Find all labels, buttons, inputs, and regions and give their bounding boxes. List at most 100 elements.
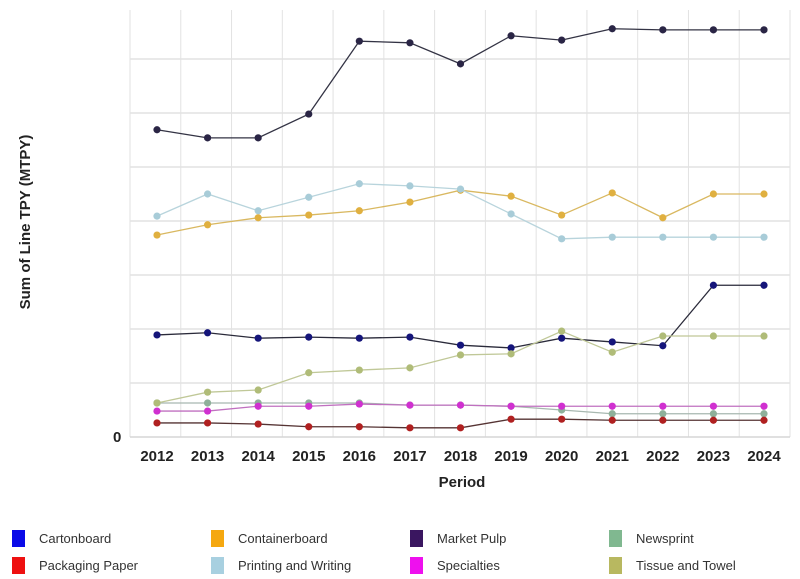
data-point: [254, 134, 262, 142]
data-point: [153, 331, 161, 339]
gridlines: [129, 10, 791, 438]
data-point: [305, 211, 313, 219]
data-point: [507, 210, 515, 218]
series-tissue-and-towel: [153, 327, 768, 407]
legend-swatch: [609, 557, 622, 574]
data-point: [456, 351, 465, 359]
data-point: [203, 407, 212, 415]
legend-swatch: [410, 530, 423, 547]
data-point: [507, 350, 515, 358]
legend-swatch: [211, 557, 224, 574]
data-point: [760, 233, 768, 241]
data-point: [558, 402, 566, 410]
data-point: [709, 410, 718, 418]
x-tick-label: 2020: [545, 448, 578, 465]
data-point: [305, 110, 313, 118]
legend-swatch: [12, 557, 25, 574]
legend-label: Specialties: [437, 558, 500, 573]
data-point: [709, 281, 718, 289]
x-tick-label: 2013: [191, 448, 224, 465]
x-tick-label: 2012: [140, 448, 173, 465]
data-point: [507, 402, 515, 410]
data-point: [254, 214, 262, 222]
data-point: [355, 366, 363, 374]
data-point: [254, 207, 262, 215]
data-point: [558, 415, 566, 423]
data-point: [659, 342, 667, 350]
data-point: [709, 26, 718, 34]
legend-item: Printing and Writing: [211, 557, 351, 574]
x-tick-label: 2017: [393, 448, 426, 465]
data-point: [659, 402, 667, 410]
series-line: [156, 284, 764, 349]
legend-label: Cartonboard: [39, 531, 111, 546]
series-containerboard: [153, 186, 768, 239]
data-point: [760, 26, 768, 34]
data-point: [507, 415, 515, 423]
data-point: [558, 327, 566, 335]
legend: Cartonboard Containerboard Market Pulp News…: [12, 530, 736, 574]
series-printing-and-writing: [153, 180, 768, 243]
data-point: [659, 214, 667, 222]
data-point: [709, 233, 718, 241]
legend-item: Containerboard: [211, 530, 328, 547]
x-tick-label: 2023: [697, 448, 730, 465]
x-tick-label: 2024: [747, 448, 781, 465]
data-point: [355, 207, 363, 215]
series-market-pulp: [153, 25, 768, 142]
data-point: [760, 416, 768, 424]
legend-label: Tissue and Towel: [636, 558, 736, 573]
data-point: [507, 32, 515, 40]
data-point: [456, 341, 465, 349]
data-point: [406, 198, 414, 206]
legend-swatch: [609, 530, 622, 547]
data-point: [760, 332, 768, 340]
data-point: [659, 26, 667, 34]
data-point: [760, 190, 768, 198]
data-point: [203, 419, 212, 427]
legend-swatch: [12, 530, 25, 547]
data-point: [254, 334, 262, 342]
data-point: [608, 25, 616, 33]
data-point: [254, 386, 262, 394]
data-point: [507, 344, 515, 352]
legend-item: Newsprint: [609, 530, 694, 547]
data-point: [254, 402, 262, 410]
data-point: [203, 134, 212, 142]
legend-item: Market Pulp: [410, 530, 506, 547]
data-point: [355, 423, 363, 431]
data-point: [153, 399, 161, 407]
data-point: [305, 333, 313, 341]
legend-item: Packaging Paper: [12, 557, 139, 574]
y-tick-label-0: 0: [113, 429, 121, 446]
series-packaging-paper: [153, 415, 768, 432]
data-point: [456, 401, 465, 409]
data-point: [153, 419, 161, 427]
data-point: [355, 400, 363, 408]
data-point: [406, 39, 414, 47]
data-point: [203, 388, 212, 396]
legend-swatch: [410, 557, 423, 574]
legend-item: Cartonboard: [12, 530, 111, 547]
series-line: [156, 28, 764, 139]
data-point: [254, 420, 262, 428]
legend-label: Newsprint: [636, 531, 694, 546]
data-point: [406, 333, 414, 341]
data-point: [305, 402, 313, 410]
data-point: [406, 364, 414, 372]
legend-label: Market Pulp: [437, 531, 506, 546]
data-point: [558, 334, 566, 342]
data-point: [456, 185, 465, 193]
x-tick-label: 2016: [343, 448, 376, 465]
data-point: [153, 231, 161, 239]
data-point: [760, 410, 768, 418]
data-point: [305, 423, 313, 431]
data-point: [608, 416, 616, 424]
data-point: [153, 126, 161, 134]
y-axis-label: Sum of Line TPY (MTPY): [17, 135, 34, 310]
data-point: [406, 401, 414, 409]
data-point: [760, 402, 768, 410]
x-axis-label: Period: [439, 474, 486, 491]
legend-swatch: [211, 530, 224, 547]
